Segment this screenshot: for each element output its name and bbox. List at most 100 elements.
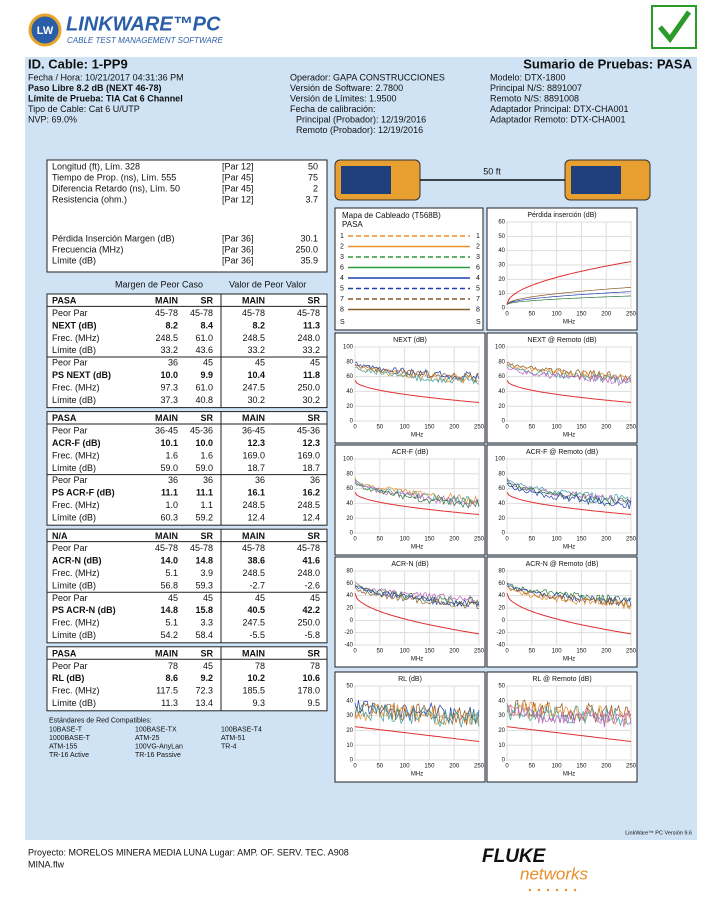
table-cell: 30.2 — [247, 395, 265, 405]
table-cell: 59.2 — [195, 512, 213, 522]
summary-line: Modelo: DTX-1800 — [490, 72, 566, 82]
table-cell: Límite (dB) — [52, 698, 96, 708]
summary-line: Límite de Prueba: TIA Cat 6 Channel — [28, 93, 183, 103]
y-tick-label: 20 — [346, 606, 353, 612]
measure-value: 250.0 — [295, 244, 318, 254]
x-tick-label: 150 — [424, 537, 435, 543]
standard-item: 1000BASE-T — [49, 735, 91, 742]
table-head-cell: MAIN — [155, 296, 178, 306]
plot-area — [354, 685, 480, 761]
standard-item: 100BASE-TX — [135, 727, 177, 734]
table-cell: 1.0 — [165, 500, 178, 510]
table-cell: 248.0 — [297, 568, 320, 578]
summary-line: Tipo de Cable: Cat 6 U/UTP — [28, 104, 140, 114]
table-cell: 45-78 — [190, 543, 213, 553]
y-tick-label: -20 — [344, 630, 353, 636]
trace — [354, 366, 480, 385]
x-tick-label: 100 — [552, 764, 563, 770]
table-header: Valor de Peor Valor — [229, 279, 306, 289]
x-axis-label: MHz — [563, 545, 575, 551]
logo-badge — [28, 13, 62, 47]
summary-line: Adaptador Principal: DTX-CHA001 — [490, 104, 629, 114]
table-cell: Límite (dB) — [52, 395, 96, 405]
table-head-cell: PASA — [52, 648, 77, 658]
table-cell: 14.8 — [160, 605, 178, 615]
x-tick-label: 200 — [449, 764, 460, 770]
x-tick-label: 0 — [505, 312, 509, 318]
table-cell: 247.5 — [242, 618, 265, 628]
x-tick-label: 50 — [376, 425, 383, 431]
x-tick-label: 50 — [528, 649, 535, 655]
table-head-cell: MAIN — [155, 531, 178, 541]
x-tick-label: 100 — [400, 649, 411, 655]
y-tick-label: 100 — [495, 345, 506, 351]
y-tick-label: 20 — [346, 516, 353, 522]
y-tick-label: 0 — [502, 531, 506, 537]
table-cell: 36 — [310, 475, 320, 485]
table-cell: 248.5 — [242, 333, 265, 343]
x-tick-label: 250 — [626, 649, 637, 655]
table-cell: 45 — [310, 358, 320, 368]
table-cell: 33.2 — [247, 345, 265, 355]
y-tick-label: 0 — [502, 306, 506, 312]
table-cell: 1.1 — [200, 500, 213, 510]
x-tick-label: 0 — [505, 764, 509, 770]
x-tick-label: 100 — [552, 537, 563, 543]
limit-trace — [354, 726, 480, 742]
table-cell: -5.5 — [249, 630, 265, 640]
summary-line: Versión de Software: 2.7800 — [290, 83, 403, 93]
table-head-cell: SR — [200, 648, 213, 658]
table-cell: Peor Par — [52, 358, 88, 368]
result-table — [46, 293, 328, 409]
standard-item: TR-16 Passive — [135, 752, 181, 759]
x-tick-label: 50 — [376, 764, 383, 770]
y-tick-label: 20 — [498, 404, 505, 410]
measure-label: Resistencia (ohm.) — [52, 194, 127, 204]
table-cell: 45-78 — [242, 308, 265, 318]
summary-line: Fecha de calibración: — [290, 104, 376, 114]
table-cell: 42.2 — [302, 605, 320, 615]
x-tick-label: 250 — [626, 312, 637, 318]
x-tick-label: 150 — [424, 649, 435, 655]
chart-title: Pérdida inserción (dB) — [527, 212, 596, 219]
table-cell: 78 — [168, 661, 178, 671]
table-cell: 45-36 — [190, 426, 213, 436]
measure-pair: [Par 45] — [222, 172, 254, 182]
trace — [506, 704, 632, 728]
table-cell: 78 — [255, 661, 265, 671]
x-tick-label: 150 — [576, 764, 587, 770]
measure-value: 30.1 — [300, 233, 318, 243]
y-tick-label: 80 — [346, 471, 353, 477]
table-cell: 40.8 — [195, 395, 213, 405]
y-tick-label: 0 — [502, 419, 506, 425]
y-tick-label: 0 — [350, 758, 354, 764]
result-table — [46, 528, 328, 644]
measure-pair: [Par 45] — [222, 183, 254, 193]
x-axis-label: MHz — [563, 320, 575, 326]
standards-title: Estándares de Red Compatibles: — [49, 718, 152, 725]
x-axis-label: MHz — [563, 772, 575, 778]
table-cell: 250.0 — [297, 382, 320, 392]
table-cell: 60.3 — [160, 512, 178, 522]
table-cell: 11.3 — [161, 698, 178, 708]
x-tick-label: 150 — [576, 649, 587, 655]
y-tick-label: 30 — [346, 713, 353, 719]
table-cell: RL (dB) — [52, 673, 84, 683]
table-cell: ACR-N (dB) — [52, 556, 102, 566]
y-tick-label: 60 — [346, 581, 353, 587]
table-cell: 45 — [203, 661, 213, 671]
table-head-cell: MAIN — [242, 648, 265, 658]
table-cell: 30.2 — [302, 395, 320, 405]
table-cell: Peor Par — [52, 543, 88, 553]
summary-line: Principal (Probador): 12/19/2016 — [296, 114, 426, 124]
trace — [506, 291, 632, 305]
summary-line: Remoto N/S: 8891008 — [490, 93, 579, 103]
table-cell: 45 — [168, 593, 178, 603]
table-cell: 12.4 — [302, 512, 320, 522]
table-cell: 36 — [203, 475, 213, 485]
cable-id: ID. Cable: 1-PP9 — [28, 56, 128, 71]
table-cell: 16.2 — [302, 488, 320, 498]
x-tick-label: 200 — [601, 537, 612, 543]
table-head-cell: SR — [200, 296, 213, 306]
test-status: Sumario de Pruebas: PASA — [523, 56, 692, 71]
